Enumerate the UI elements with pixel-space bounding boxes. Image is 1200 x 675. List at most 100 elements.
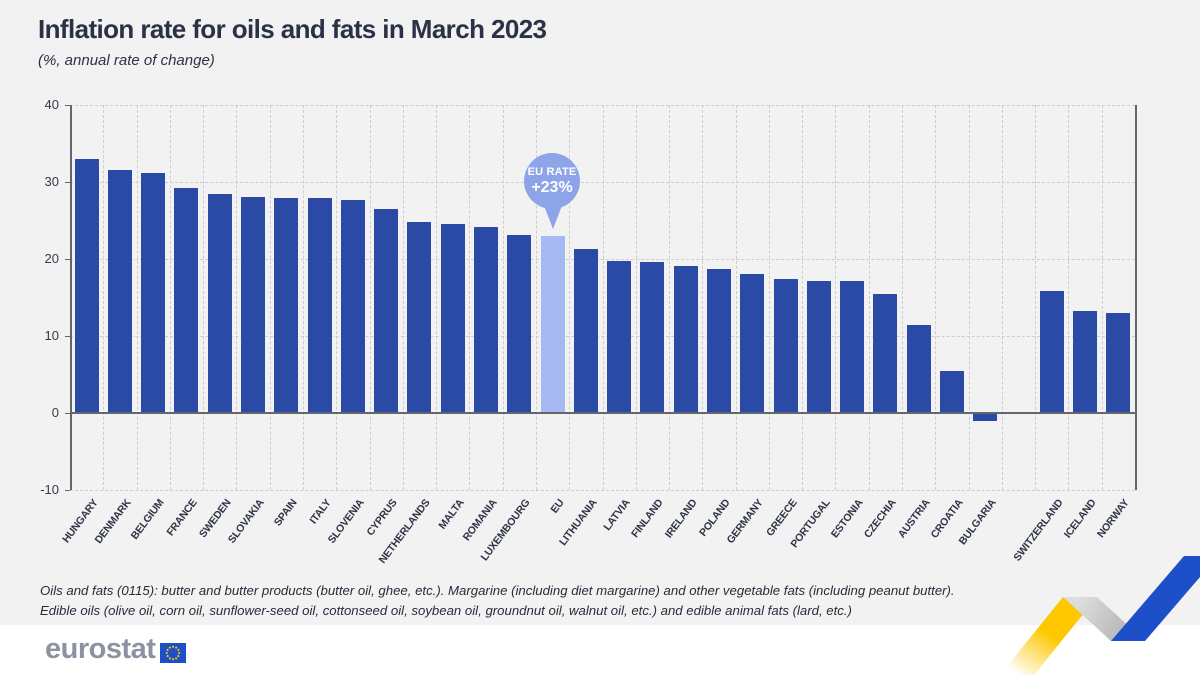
gridline-x-2	[136, 105, 138, 490]
footer-band	[0, 625, 1200, 675]
eu-flag-star	[178, 651, 181, 654]
page-subtitle: (%, annual rate of change)	[38, 52, 215, 69]
bar-ireland	[673, 265, 698, 413]
ytick-mark-40	[65, 104, 70, 106]
gridline-x-16	[602, 105, 604, 490]
bar-iceland	[1073, 311, 1098, 413]
gridline-x-23	[835, 105, 837, 490]
zigzag-blue-segment	[1111, 556, 1200, 641]
ytick-label-20: 20	[44, 251, 59, 266]
eu-flag-star	[169, 646, 172, 649]
bar-portugal	[806, 280, 831, 413]
eu-rate-callout-value: +23%	[531, 178, 573, 196]
eu-rate-callout-label: EU RATE	[527, 165, 577, 178]
gridline-x-24	[868, 105, 870, 490]
footnote: Oils and fats (0115): butter and butter …	[40, 581, 955, 621]
bar-spain	[274, 198, 299, 413]
gridline-x-3	[169, 105, 171, 490]
ytick-mark-20	[65, 258, 70, 260]
bar-austria	[906, 325, 931, 413]
bar-belgium	[141, 172, 166, 413]
gridline-y--10	[70, 490, 1135, 491]
gridline-x-8	[336, 105, 338, 490]
gridline-x-18	[669, 105, 671, 490]
bar-greece	[773, 279, 798, 413]
right-border-line	[1135, 105, 1137, 490]
bar-slovenia	[340, 199, 365, 413]
bar-sweden	[207, 193, 232, 413]
eu-flag-star	[167, 648, 170, 651]
bar-croatia	[939, 370, 964, 413]
bar-denmark	[107, 170, 132, 413]
bar-eu	[540, 235, 565, 413]
footnote-line-1: Oils and fats (0115): butter and butter …	[40, 583, 955, 598]
gridline-x-31	[1101, 105, 1103, 490]
gridline-x-12	[469, 105, 471, 490]
bar-netherlands	[407, 222, 432, 413]
eu-rate-callout: EU RATE +23%	[524, 153, 580, 209]
ytick-label-30: 30	[44, 174, 59, 189]
bar-romania	[474, 226, 499, 413]
eu-flag-star	[169, 656, 172, 659]
page-title: Inflation rate for oils and fats in Marc…	[38, 14, 547, 44]
gridline-x-17	[635, 105, 637, 490]
eu-flag-star	[166, 651, 169, 654]
bar-luxembourg	[507, 235, 532, 413]
gridline-x-4	[203, 105, 205, 490]
gridline-x-29	[1035, 105, 1037, 490]
gridline-x-6	[269, 105, 271, 490]
ytick-label-0: 0	[51, 405, 59, 420]
eu-flag-icon	[160, 642, 187, 663]
bar-hungary	[74, 158, 99, 413]
gridline-x-7	[302, 105, 304, 490]
eu-flag-star	[175, 656, 178, 659]
gridline-x-21	[768, 105, 770, 490]
ytick-mark-10	[65, 335, 70, 337]
gridline-x-22	[802, 105, 804, 490]
eu-flag-star	[177, 654, 180, 657]
gridline-x-30	[1068, 105, 1070, 490]
bar-poland	[706, 269, 731, 413]
gridline-x-20	[735, 105, 737, 490]
gridline-x-9	[369, 105, 371, 490]
zigzag-yellow-segment	[1000, 597, 1097, 675]
bar-slovakia	[241, 196, 266, 413]
eurostat-logo-text: eurostat	[45, 633, 156, 665]
ytick-mark-30	[65, 181, 70, 183]
gridline-x-1	[103, 105, 105, 490]
zero-line	[70, 412, 1137, 414]
bar-estonia	[840, 281, 865, 413]
bar-latvia	[607, 260, 632, 413]
gridline-x-28	[1001, 105, 1003, 490]
bar-switzerland	[1039, 291, 1064, 413]
gridline-x-10	[402, 105, 404, 490]
gridline-x-15	[569, 105, 571, 490]
bar-lithuania	[573, 248, 598, 413]
gridline-x-13	[502, 105, 504, 490]
eu-flag-star	[175, 646, 178, 649]
eu-rate-callout-tail	[543, 203, 563, 229]
eu-flag-star	[172, 645, 175, 648]
footnote-line-2: Edible oils (olive oil, corn oil, sunflo…	[40, 603, 852, 618]
ytick-mark-0	[65, 412, 70, 414]
gridline-x-14	[535, 105, 537, 490]
bar-cyprus	[374, 208, 399, 413]
eurostat-logo: eurostat	[45, 633, 187, 666]
gridline-x-5	[236, 105, 238, 490]
bar-finland	[640, 262, 665, 413]
gridline-x-11	[436, 105, 438, 490]
ytick-label-10: 10	[44, 328, 59, 343]
trend-arrow-decoration	[1000, 556, 1200, 675]
eu-flag-star	[167, 654, 170, 657]
ytick-mark--10	[65, 489, 70, 491]
ytick-label-40: 40	[44, 97, 59, 112]
bar-germany	[740, 274, 765, 413]
gridline-x-26	[935, 105, 937, 490]
bar-malta	[440, 224, 465, 413]
bar-norway	[1106, 312, 1131, 413]
bar-czechia	[873, 293, 898, 413]
y-axis-line	[70, 105, 72, 490]
bar-italy	[307, 198, 332, 413]
